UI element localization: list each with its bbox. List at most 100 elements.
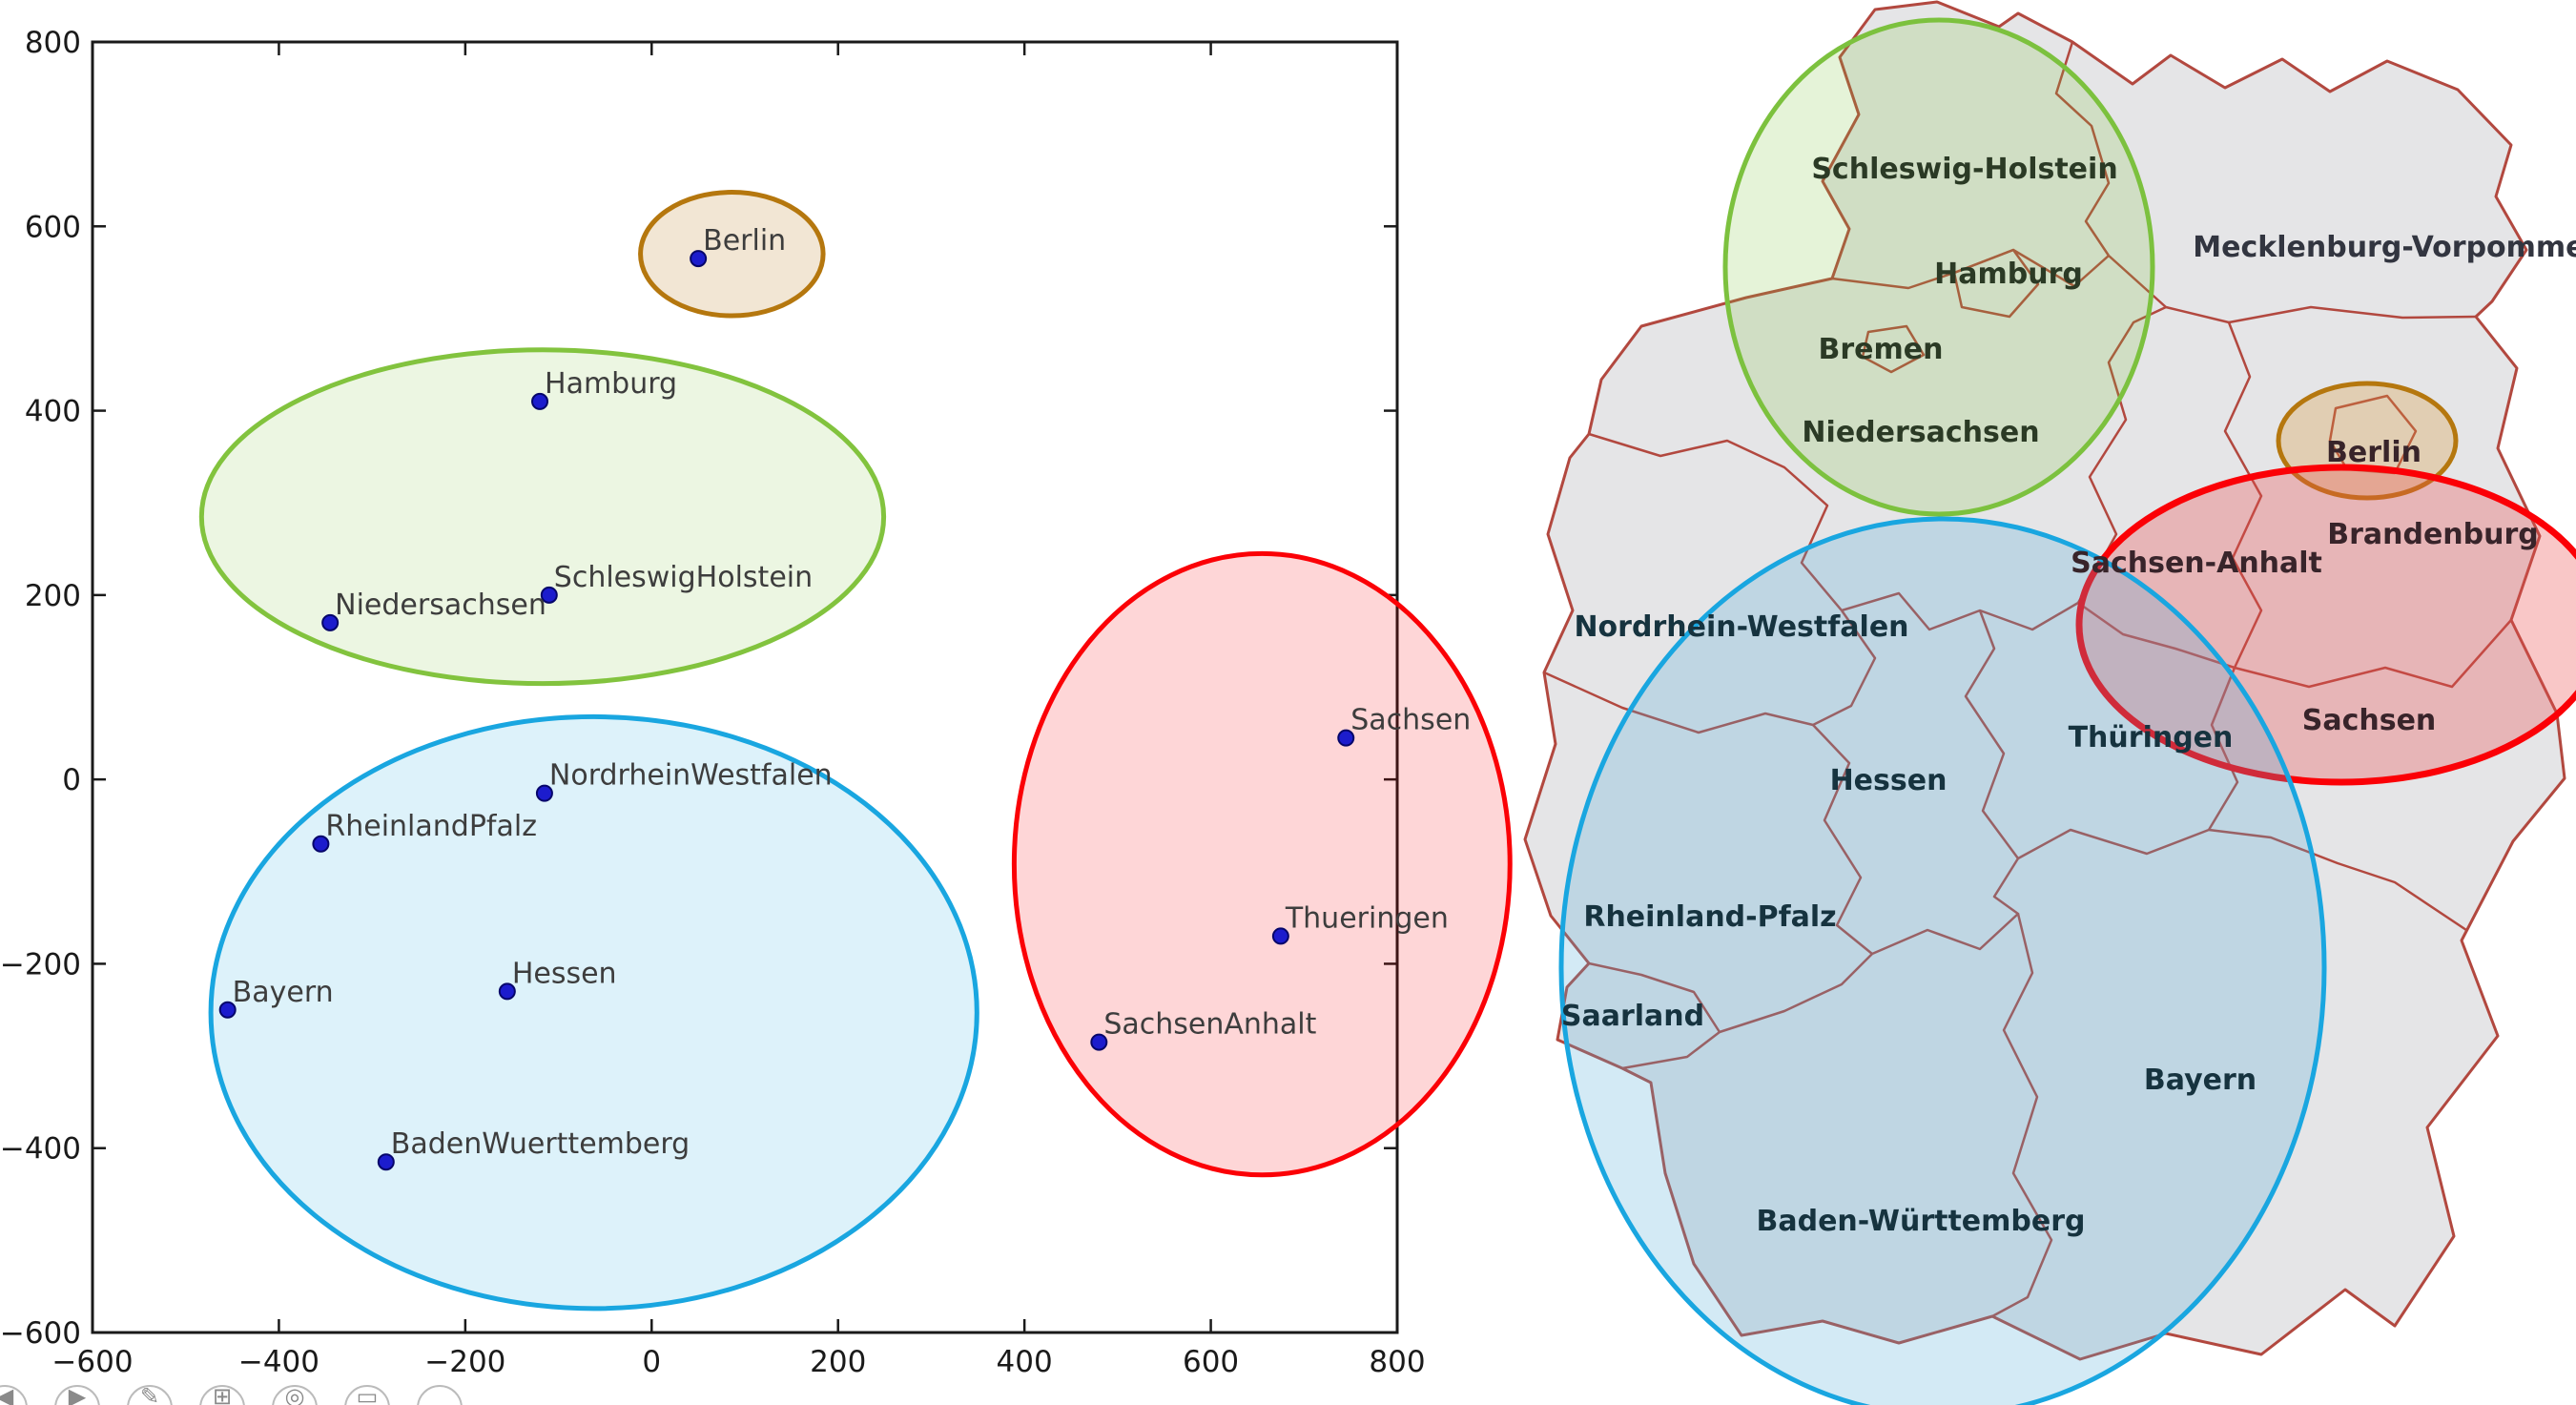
scatter-plot-panel: −600 −400 −200 0 200 400 600 800 −600 −400 −200 0 20…	[0, 26, 1513, 1379]
toolbar-button-back[interactable]: ◀	[0, 1383, 28, 1405]
state-border	[1841, 591, 2079, 631]
berlin-cluster	[638, 190, 826, 319]
x-tick-label: 200	[810, 1345, 866, 1379]
scatter-point-berlin	[690, 250, 708, 268]
forward-icon[interactable]	[54, 1385, 100, 1405]
scatter-point-rheinlandpfalz	[312, 835, 330, 853]
map-label-rheinland-pfalz: Rheinland-Pfalz	[1583, 900, 1836, 934]
map-label-hamburg: Hamburg	[1934, 258, 2083, 291]
state-border	[2234, 619, 2512, 689]
scatter-label-schleswigholstein: SchleswigHolstein	[554, 561, 813, 594]
east-cluster	[1011, 550, 1513, 1178]
toolbar-button-pan[interactable]: ▭	[344, 1383, 390, 1405]
zoom-icon-glyph: ◎	[285, 1383, 305, 1405]
state-border	[1871, 857, 2020, 956]
scatter-label-sachsenanhalt: SachsenAnhalt	[1103, 1008, 1316, 1042]
scatter-label-bayern: Bayern	[233, 976, 334, 1009]
x-tick-label: 800	[1369, 1345, 1425, 1379]
scatter-point-nordrheinwestfalen	[535, 784, 553, 802]
map-label-sachsen-anhalt: Sachsen-Anhalt	[2071, 547, 2322, 580]
map-label-th-ringen: Thüringen	[2069, 721, 2234, 754]
state-border	[1588, 961, 1721, 1070]
map-label-bremen: Bremen	[1819, 333, 1944, 366]
map-label-baden-w-rttemberg: Baden-Württemberg	[1756, 1205, 2085, 1238]
scatter-label-sachsen: Sachsen	[1350, 704, 1471, 737]
scatter-label-hessen: Hessen	[512, 957, 617, 990]
state-border	[2076, 305, 2167, 604]
state-border	[2017, 828, 2210, 860]
state-border	[2208, 828, 2467, 932]
scatter-point-badenwuerttemberg	[377, 1153, 395, 1171]
state-border	[2108, 255, 2477, 324]
toolbar-button-extra[interactable]	[417, 1385, 463, 1405]
state-border	[1719, 953, 1873, 1034]
germany-map-panel: Schleswig-Holstein Hamburg Mecklenburg-Vor…	[1523, 0, 2576, 1405]
subplots-icon[interactable]	[199, 1385, 245, 1405]
scatter-label-hamburg: Hamburg	[545, 367, 677, 401]
scatter-label-berlin: Berlin	[703, 224, 786, 258]
toolbar-button-subplots[interactable]: ⊞	[199, 1383, 245, 1405]
germany-outline	[1523, 0, 2566, 1361]
y-tick-label: 400	[25, 395, 81, 429]
state-border	[2054, 41, 2111, 257]
axis-ticks: −600 −400 −200 0 200 400 600 800 −600 −400 −200 0 20…	[0, 26, 1426, 1379]
edit-icon-glyph: ✎	[140, 1383, 159, 1405]
map-label-nordrhein-westfalen: Nordrhein-Westfalen	[1574, 610, 1908, 644]
y-tick-label: −600	[0, 1316, 81, 1351]
map-west-cluster	[1558, 516, 2327, 1405]
scatter-point-sachsenanhalt	[1090, 1033, 1108, 1051]
state-border	[1543, 610, 1877, 734]
scatter-label-thueringen: Thueringen	[1285, 901, 1449, 935]
y-tick-label: 0	[62, 763, 81, 797]
north-cluster	[198, 347, 887, 687]
edit-icon[interactable]	[127, 1385, 173, 1405]
state-border	[1812, 724, 1873, 955]
state-border	[2223, 321, 2263, 669]
scatter-point-niedersachsen	[321, 613, 340, 631]
state-border	[1861, 324, 1926, 374]
map-label-bayern: Bayern	[2144, 1064, 2257, 1097]
subplots-icon-glyph: ⊞	[213, 1383, 232, 1405]
plot-toolbar: ◀ ▶ ✎ ⊞ ◎ ▭	[0, 1383, 463, 1405]
state-border	[1588, 432, 1843, 611]
scatter-point-bayern	[218, 1001, 237, 1019]
extra-icon[interactable]	[417, 1385, 463, 1405]
y-tick-label: 200	[25, 579, 81, 613]
x-tick-label: −600	[52, 1345, 133, 1379]
scatter-point-hamburg	[531, 392, 549, 410]
map-label-hessen: Hessen	[1830, 764, 1947, 797]
toolbar-button-zoom[interactable]: ◎	[272, 1383, 318, 1405]
scatter-label-badenwuerttemberg: BadenWuerttemberg	[391, 1127, 690, 1161]
map-label-niedersachsen: Niedersachsen	[1802, 416, 2039, 449]
x-tick-label: 0	[642, 1345, 661, 1379]
west-cluster	[208, 713, 979, 1312]
map-east-cluster	[2075, 464, 2576, 786]
state-border	[1991, 913, 2053, 1318]
y-tick-label: 800	[25, 26, 81, 60]
zoom-icon[interactable]	[272, 1385, 318, 1405]
map-label-schleswig-holstein: Schleswig-Holstein	[1811, 153, 2117, 186]
axes-frame	[91, 40, 1399, 1334]
state-border	[2077, 601, 2236, 670]
map-label-saarland: Saarland	[1561, 1000, 1704, 1033]
y-tick-label: −200	[0, 947, 81, 981]
map-label-berlin: Berlin	[2326, 436, 2421, 469]
scatter-label-rheinlandpfalz: RheinlandPfalz	[325, 810, 537, 843]
pan-icon[interactable]	[344, 1385, 390, 1405]
map-label-brandenburg: Brandenburg	[2327, 518, 2539, 551]
toolbar-button-forward[interactable]: ▶	[54, 1383, 100, 1405]
x-tick-label: 400	[997, 1345, 1053, 1379]
scatter-label-niedersachsen: Niedersachsen	[335, 589, 546, 622]
scatter-point-hessen	[498, 982, 516, 1001]
back-icon[interactable]	[0, 1385, 28, 1405]
back-icon-glyph: ◀	[0, 1383, 14, 1405]
toolbar-button-edit[interactable]: ✎	[127, 1383, 173, 1405]
forward-icon-glyph: ▶	[69, 1383, 87, 1405]
state-border	[2207, 667, 2239, 831]
x-tick-label: 600	[1183, 1345, 1239, 1379]
y-tick-label: 600	[25, 210, 81, 244]
x-tick-label: −400	[238, 1345, 319, 1379]
map-label-mecklenburg-vorpommern: Mecklenburg-Vorpommern	[2193, 231, 2576, 264]
